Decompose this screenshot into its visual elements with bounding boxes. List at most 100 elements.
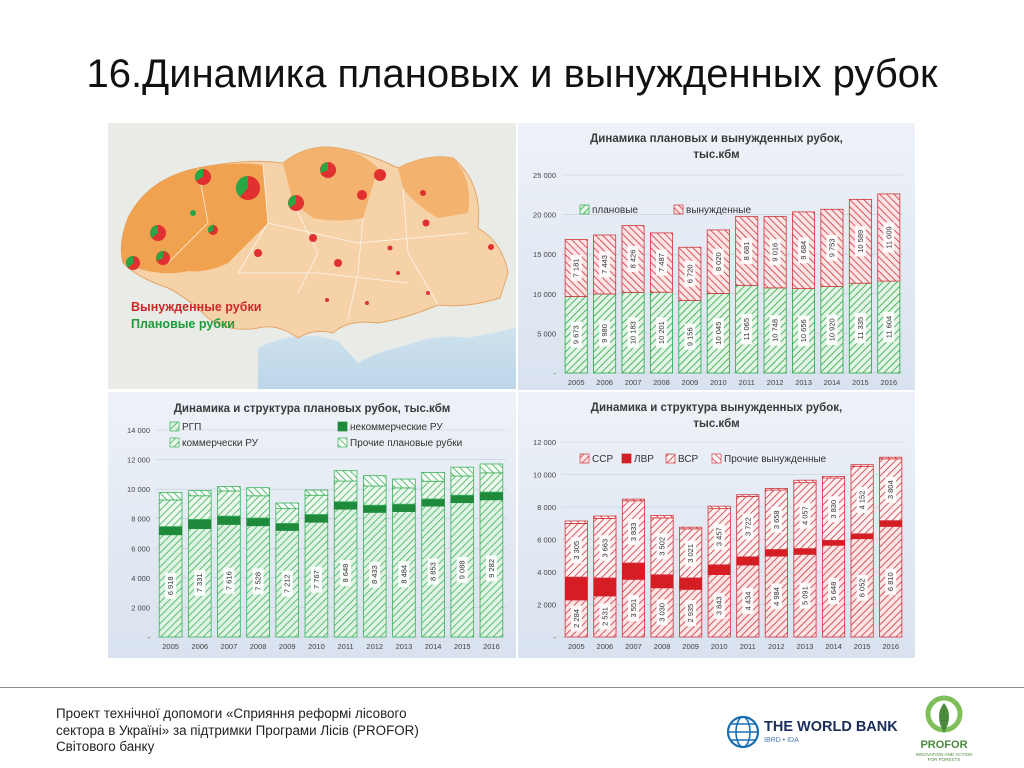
data-label-box: [885, 476, 897, 503]
y-tick-label: 4 000: [131, 574, 150, 583]
bar-segment: [450, 475, 475, 496]
x-tick-label: 2012: [366, 642, 383, 651]
data-label-box: [655, 317, 667, 348]
data-label: 8 426: [629, 250, 638, 269]
x-tick-label: 2010: [710, 378, 727, 387]
data-label-box: [828, 496, 840, 523]
chart-title: Динамика и структура вынужденных рубок,: [591, 402, 843, 414]
data-label-box: [599, 320, 611, 347]
bar-segment: [246, 517, 270, 527]
data-label: 9 753: [827, 239, 836, 258]
data-label: 7 331: [195, 573, 204, 592]
chart-title-line-2: тыс.кбм: [693, 418, 739, 430]
data-label-box: [770, 506, 782, 533]
bar-segment: [707, 564, 731, 575]
x-tick-label: 2013: [797, 642, 814, 651]
legend-swatch: [673, 204, 684, 215]
y-tick-label: 12 000: [533, 438, 556, 447]
data-label-box: [165, 572, 177, 599]
profor-sub-line-2: FOR FORESTS: [927, 757, 961, 762]
data-label: 11 335: [856, 317, 865, 339]
profor-sub-line-1: INNOVATION AND ACTION: [915, 752, 973, 757]
x-tick-label: 2006: [191, 642, 208, 651]
west-region-high: [121, 163, 268, 274]
data-label-box: [627, 518, 639, 545]
bar-segment: [821, 476, 846, 479]
bar-segment: [304, 489, 329, 496]
bar-segment: [850, 464, 874, 467]
data-label: 3 502: [658, 537, 667, 556]
bar-segment: [421, 471, 445, 482]
data-label: 7 487: [657, 253, 666, 272]
data-label: 7 443: [600, 255, 609, 274]
data-label-box: [883, 311, 895, 343]
bar-segment: [707, 505, 731, 510]
legend-swatch: [621, 453, 632, 464]
bar-segment: [564, 520, 588, 524]
data-label-box: [769, 315, 781, 346]
data-label-box: [828, 578, 840, 605]
data-label: 8 433: [370, 565, 379, 584]
bar-segment: [275, 508, 300, 524]
chart-title-line-2: тыс.кбм: [693, 149, 739, 161]
data-label-box: [310, 566, 322, 593]
bar-segment: [650, 574, 674, 589]
bar-segment: [421, 498, 445, 507]
data-label: 6 052: [858, 578, 867, 597]
bar-segment: [392, 503, 416, 512]
legend-label: вынужденные: [686, 205, 751, 216]
legend-label: ССР: [592, 454, 613, 465]
worldbank-sub: IBRD • IDA: [764, 737, 799, 744]
bar-segment: [217, 515, 241, 525]
north-region-mid: [283, 147, 378, 221]
footer-line-1: Проект технічної допомоги «Сприяння рефо…: [56, 706, 407, 721]
chart-forced-structure-svg: Динамика и структура вынужденных рубок, т…: [518, 392, 915, 658]
data-label-box: [741, 237, 753, 264]
data-label-box: [741, 313, 753, 345]
y-tick-label: 4 000: [537, 568, 556, 577]
bar-segment: [304, 514, 329, 523]
data-label-box: [194, 569, 206, 596]
data-label: 11 009: [884, 226, 893, 248]
x-tick-label: 2013: [396, 642, 413, 651]
data-label-box: [281, 570, 293, 597]
data-label-box: [713, 523, 725, 550]
data-label-box: [742, 587, 754, 614]
data-label: 3 722: [743, 517, 752, 536]
data-label: 3 457: [715, 527, 724, 546]
data-label: 5 091: [800, 586, 809, 605]
y-tick-label: -: [148, 633, 151, 642]
data-label: 9 980: [600, 324, 609, 343]
bar-segment: [479, 472, 504, 493]
legend-label: РГП: [182, 422, 201, 433]
data-label: 6 810: [886, 572, 895, 591]
x-tick-label: 2005: [162, 642, 179, 651]
data-label: 3 843: [715, 596, 724, 615]
bar-segment: [593, 515, 617, 519]
bar-segment: [621, 562, 646, 580]
x-tick-label: 2016: [880, 378, 897, 387]
footer-divider: [0, 687, 1024, 688]
data-label-box: [627, 245, 639, 272]
bar-segment: [333, 501, 358, 510]
x-tick-label: 2011: [739, 378, 755, 387]
data-label-box: [252, 568, 264, 595]
data-label: 9 673: [572, 325, 581, 344]
bar-segment: [333, 470, 358, 482]
data-label: 9 156: [685, 327, 694, 346]
data-label-box: [798, 237, 810, 264]
data-label: 11 604: [884, 316, 893, 338]
bar-segment: [879, 520, 903, 527]
legend-swatch: [579, 204, 590, 215]
bar-segment: [621, 498, 646, 502]
legend-label: ВСР: [678, 454, 699, 465]
bar-segment: [217, 486, 241, 492]
data-label-box: [712, 248, 724, 275]
x-tick-label: 2005: [568, 642, 585, 651]
data-label: 7 212: [283, 574, 292, 593]
bar-segment: [679, 577, 703, 590]
bar-segment: [793, 548, 817, 555]
x-tick-label: 2008: [250, 642, 267, 651]
x-tick-label: 2006: [597, 642, 614, 651]
data-label-box: [369, 561, 381, 588]
